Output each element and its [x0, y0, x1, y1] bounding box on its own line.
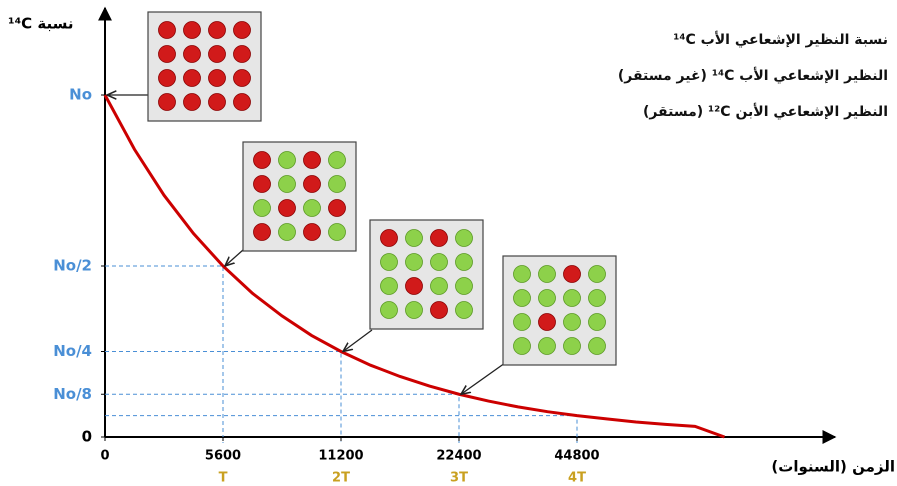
daughter-atom	[380, 277, 398, 295]
daughter-atom	[405, 253, 423, 271]
parent-atom	[253, 151, 271, 169]
parent-atom	[538, 313, 556, 331]
daughter-atom	[538, 337, 556, 355]
decay-curve	[103, 94, 726, 439]
daughter-atom	[538, 289, 556, 307]
daughter-atom	[563, 337, 581, 355]
parent-atom	[183, 45, 201, 63]
guide-line	[105, 265, 224, 443]
guide-line	[105, 393, 460, 443]
legend-text: النظير الإشعاعي الأبن ¹²C (مستقر)	[643, 103, 888, 120]
parent-atom	[158, 21, 176, 39]
daughter-atom	[278, 175, 296, 193]
legend-text: النظير الإشعاعي الأب ¹⁴C (غير مستقر)	[618, 67, 888, 84]
half-life-label: T	[219, 471, 228, 486]
daughter-atom	[455, 229, 473, 247]
daughter-atom	[513, 313, 531, 331]
parent-atom	[303, 175, 321, 193]
y-tick-label: 0	[82, 428, 92, 446]
half-life-label: 4T	[568, 471, 586, 486]
arrow	[461, 362, 506, 394]
daughter-atom	[563, 289, 581, 307]
parent-atom	[183, 21, 201, 39]
daughter-atom	[588, 337, 606, 355]
parent-atom	[158, 45, 176, 63]
parent-atom	[233, 21, 251, 39]
parent-atom	[208, 69, 226, 87]
parent-atom	[158, 93, 176, 111]
y-axis-title: نسبة ¹⁴C	[8, 15, 74, 33]
parent-atom	[328, 199, 346, 217]
daughter-atom	[455, 277, 473, 295]
daughter-atom	[303, 199, 321, 217]
daughter-atom	[588, 265, 606, 283]
parent-atom	[430, 229, 448, 247]
daughter-atom	[253, 199, 271, 217]
x-axis-title: الزمن (السنوات)	[771, 458, 895, 476]
arrow	[225, 249, 244, 266]
daughter-atom	[513, 289, 531, 307]
daughter-atom	[513, 337, 531, 355]
daughter-atom	[588, 289, 606, 307]
daughter-atom	[430, 253, 448, 271]
daughter-atom	[380, 301, 398, 319]
parent-atom	[233, 45, 251, 63]
daughter-atom	[328, 223, 346, 241]
daughter-atom	[430, 277, 448, 295]
y-tick-label: No/8	[53, 385, 92, 403]
parent-atom	[405, 277, 423, 295]
parent-atom	[253, 223, 271, 241]
daughter-atom	[328, 151, 346, 169]
daughter-atom	[588, 313, 606, 331]
parent-atom	[183, 69, 201, 87]
parent-atom	[253, 175, 271, 193]
half-life-label: 2T	[332, 471, 350, 486]
x-tick-label: 22400	[436, 449, 481, 464]
parent-atom	[380, 229, 398, 247]
daughter-atom	[405, 301, 423, 319]
parent-atom	[233, 93, 251, 111]
y-tick-label: No	[69, 86, 92, 104]
parent-atom	[208, 93, 226, 111]
parent-atom	[278, 199, 296, 217]
daughter-atom	[563, 313, 581, 331]
parent-atom	[208, 21, 226, 39]
x-tick-label: 0	[100, 449, 109, 464]
parent-atom	[158, 69, 176, 87]
legend-text: نسبة النظير الإشعاعي الأب ¹⁴C	[673, 31, 888, 48]
parent-atom	[303, 151, 321, 169]
parent-atom	[208, 45, 226, 63]
daughter-atom	[328, 175, 346, 193]
daughter-atom	[278, 151, 296, 169]
arrow	[343, 329, 373, 352]
daughter-atom	[538, 265, 556, 283]
y-tick-label: No/4	[53, 342, 92, 360]
daughter-atom	[405, 229, 423, 247]
parent-atom	[430, 301, 448, 319]
x-tick-label: 5600	[205, 449, 241, 464]
x-tick-label: 44800	[554, 449, 599, 464]
parent-atom	[303, 223, 321, 241]
y-tick-label: No/2	[53, 257, 92, 275]
daughter-atom	[278, 223, 296, 241]
parent-atom	[563, 265, 581, 283]
daughter-atom	[513, 265, 531, 283]
daughter-atom	[455, 301, 473, 319]
daughter-atom	[380, 253, 398, 271]
parent-atom	[233, 69, 251, 87]
parent-atom	[183, 93, 201, 111]
daughter-atom	[455, 253, 473, 271]
x-tick-label: 11200	[318, 449, 363, 464]
half-life-label: 3T	[450, 471, 468, 486]
guide-line	[105, 351, 342, 443]
